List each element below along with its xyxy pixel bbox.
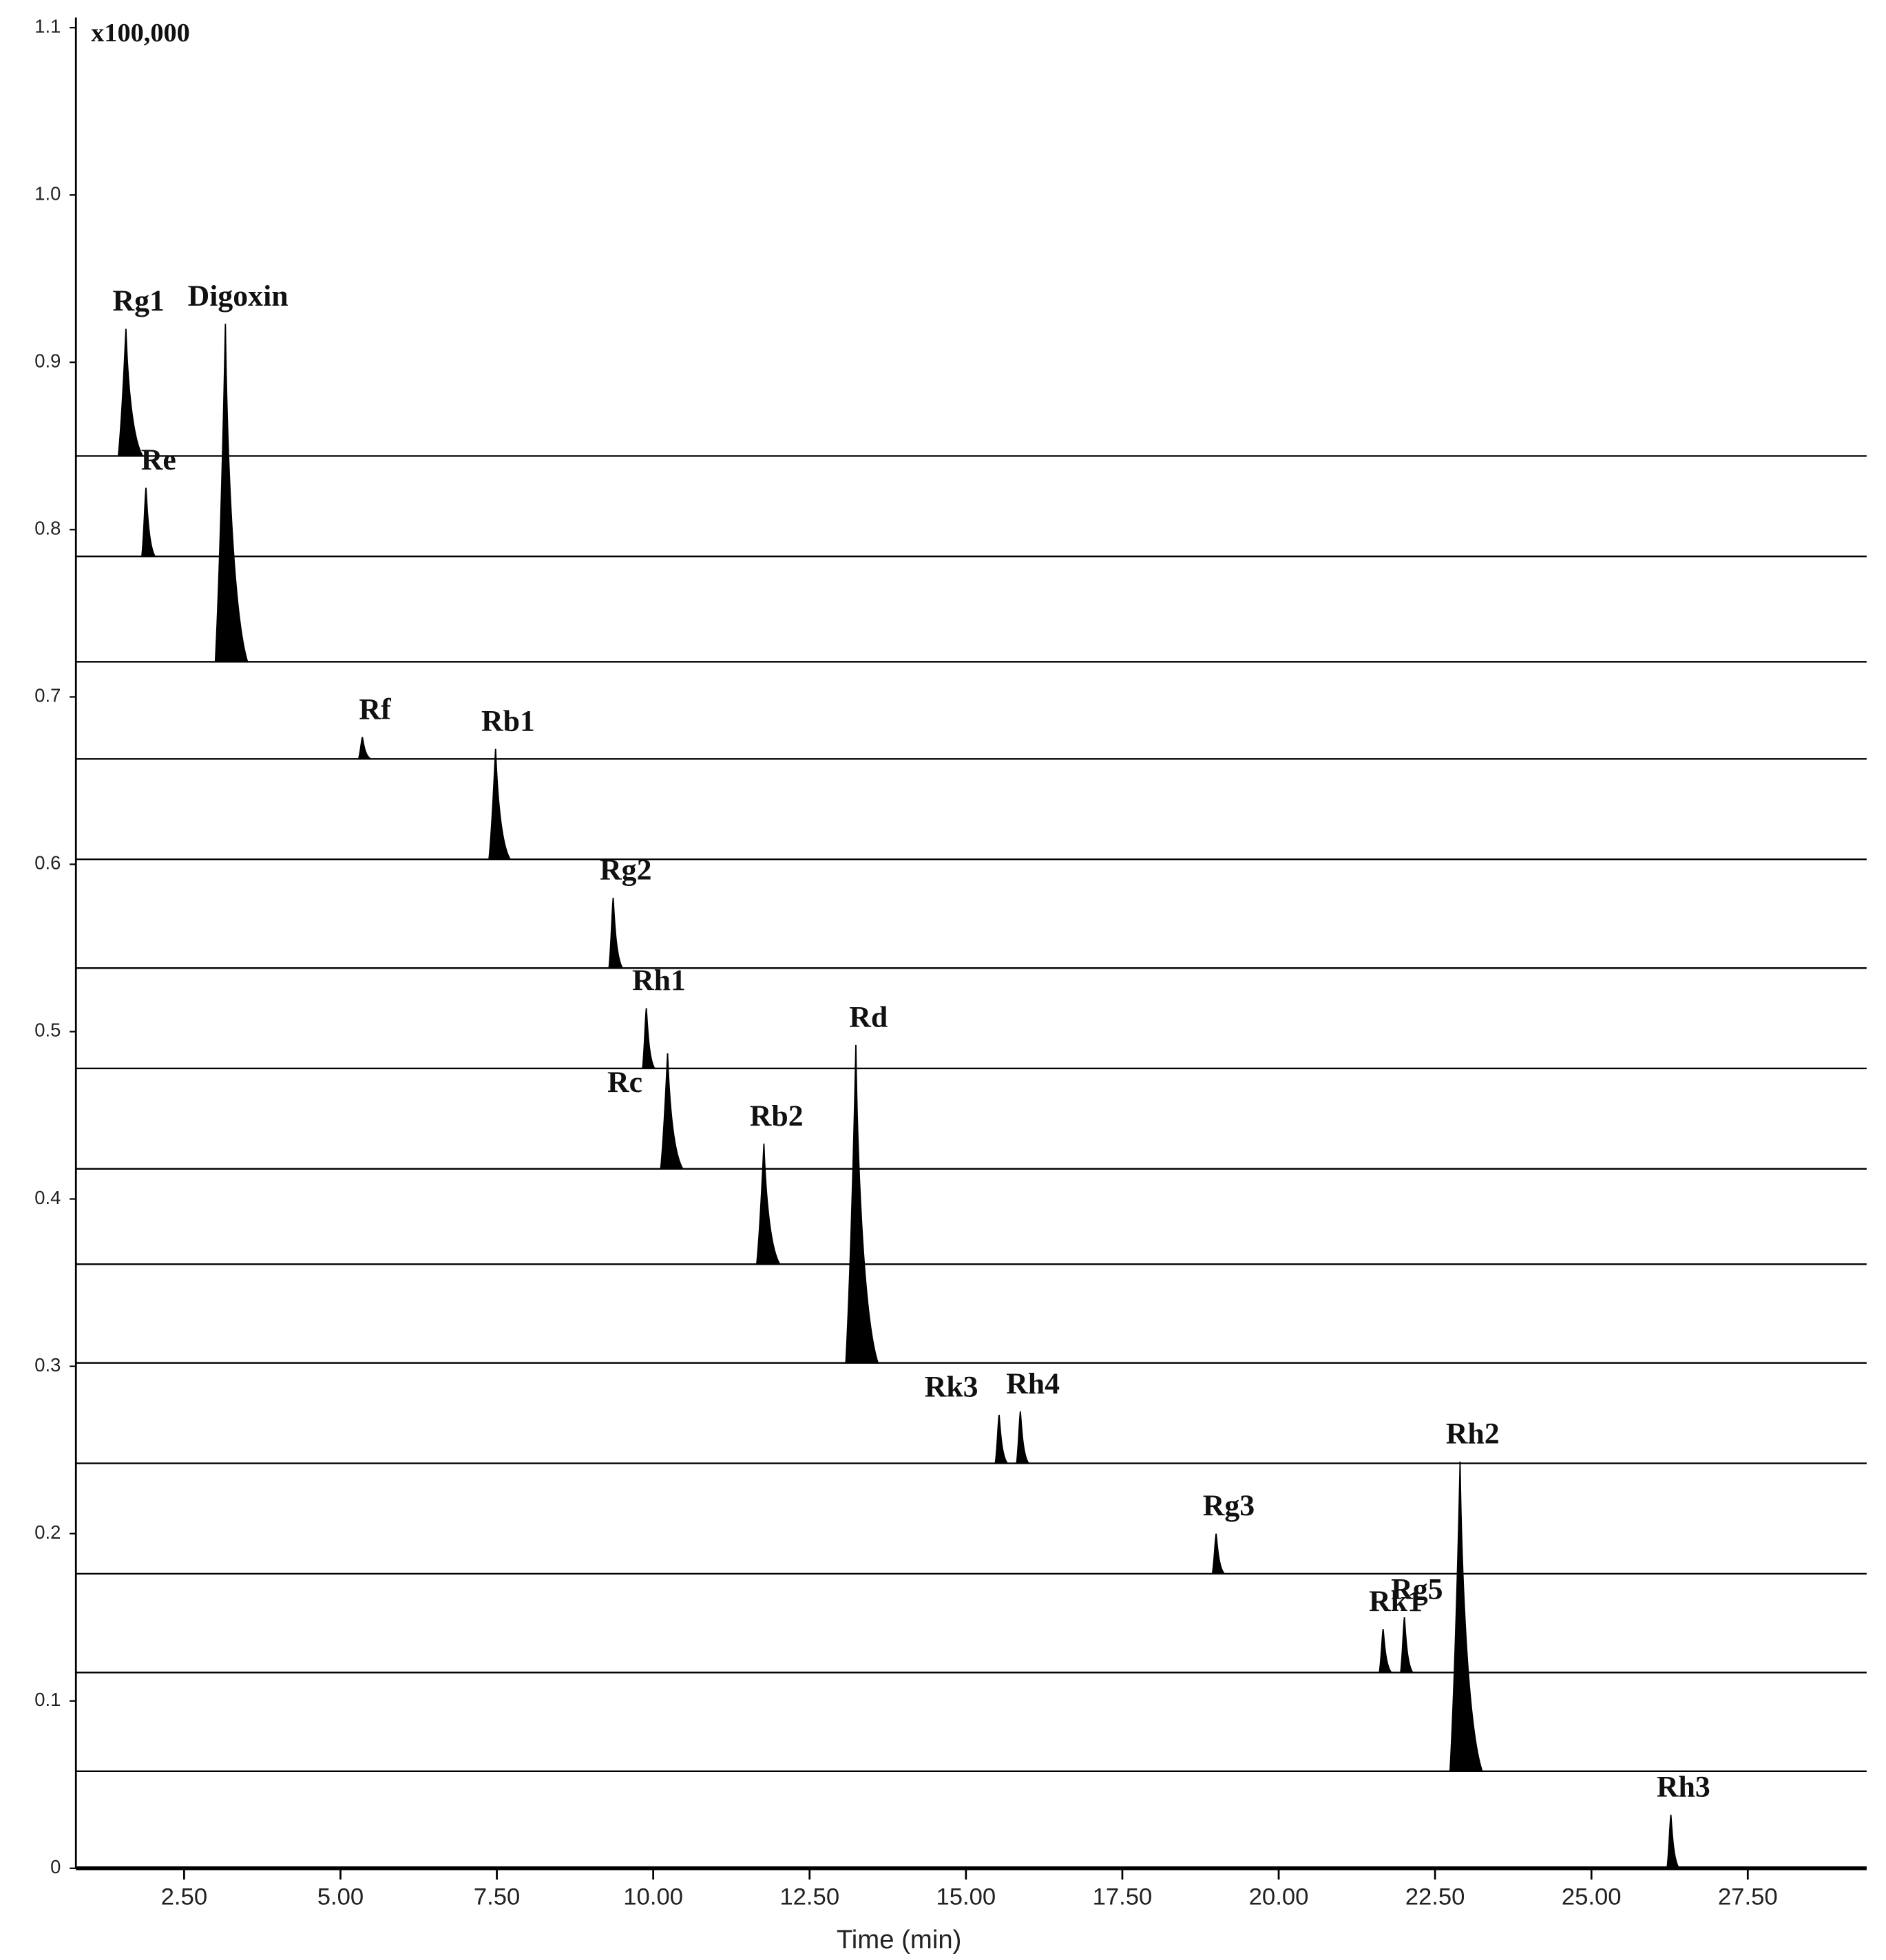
peak — [117, 328, 144, 457]
peak — [1379, 1629, 1393, 1674]
peak-label: Rk3 — [925, 1371, 978, 1404]
x-tick-label: 10.00 — [623, 1884, 683, 1910]
unit-label: x100,000 — [91, 19, 190, 48]
peak — [845, 1044, 879, 1364]
y-tick-label: 0.8 — [34, 518, 61, 539]
peak-label: Rg3 — [1203, 1489, 1255, 1522]
peak-label: Rg1 — [112, 284, 164, 317]
peak-label: Rh2 — [1446, 1418, 1500, 1451]
peak-label: Rg2 — [600, 854, 651, 887]
peak — [608, 897, 624, 969]
peak — [140, 487, 156, 558]
y-tick-label: 0.5 — [34, 1020, 61, 1041]
peak — [357, 737, 373, 760]
y-tick-label: 0 — [50, 1856, 61, 1877]
y-tick-label: 0.2 — [34, 1521, 61, 1543]
x-tick-label: 17.50 — [1093, 1884, 1153, 1910]
peak-label: Rh3 — [1657, 1771, 1710, 1804]
x-tick-label: 12.50 — [779, 1884, 839, 1910]
peak-label: Rk1 — [1369, 1585, 1423, 1618]
peak-label: Digoxin — [188, 280, 289, 313]
y-tick-label: 0.4 — [34, 1187, 61, 1208]
peak — [994, 1414, 1009, 1464]
peak — [660, 1053, 684, 1170]
peak-label: Rc — [607, 1066, 642, 1099]
peak-label: Re — [141, 443, 176, 476]
x-tick-label: 5.00 — [317, 1884, 364, 1910]
y-tick-label: 0.6 — [34, 852, 61, 874]
y-tick-label: 0.7 — [34, 685, 61, 706]
peak-label: Rb1 — [481, 704, 535, 737]
peak — [1449, 1462, 1483, 1772]
peak-label: Rb2 — [750, 1099, 804, 1132]
peak — [642, 1008, 656, 1069]
y-tick-label: 0.1 — [34, 1689, 61, 1710]
peak — [488, 748, 512, 861]
y-tick-label: 1.1 — [34, 15, 61, 36]
peak — [1666, 1814, 1681, 1869]
peak — [1016, 1411, 1030, 1464]
peak-label: Rg5 — [1391, 1573, 1443, 1606]
peak-label: Rh1 — [632, 964, 686, 997]
x-tick-label: 2.50 — [161, 1884, 207, 1910]
peak-label: Rd — [849, 1000, 888, 1033]
peak — [755, 1144, 782, 1265]
peak — [1400, 1617, 1414, 1674]
x-axis-label: Time (min) — [837, 1925, 962, 1954]
x-tick-label: 22.50 — [1405, 1884, 1465, 1910]
peak — [214, 324, 249, 663]
peak-label: Rh4 — [1006, 1367, 1060, 1400]
x-tick-label: 27.50 — [1718, 1884, 1778, 1910]
peak — [1211, 1533, 1226, 1574]
y-tick-label: 1.0 — [34, 182, 61, 204]
y-tick-label: 0.9 — [34, 350, 61, 371]
x-tick-label: 7.50 — [474, 1884, 520, 1910]
peak-label: Rf — [359, 693, 392, 726]
y-tick-label: 0.3 — [34, 1354, 61, 1376]
x-tick-label: 20.00 — [1249, 1884, 1309, 1910]
x-tick-label: 15.00 — [936, 1884, 996, 1910]
x-tick-label: 25.00 — [1562, 1884, 1622, 1910]
